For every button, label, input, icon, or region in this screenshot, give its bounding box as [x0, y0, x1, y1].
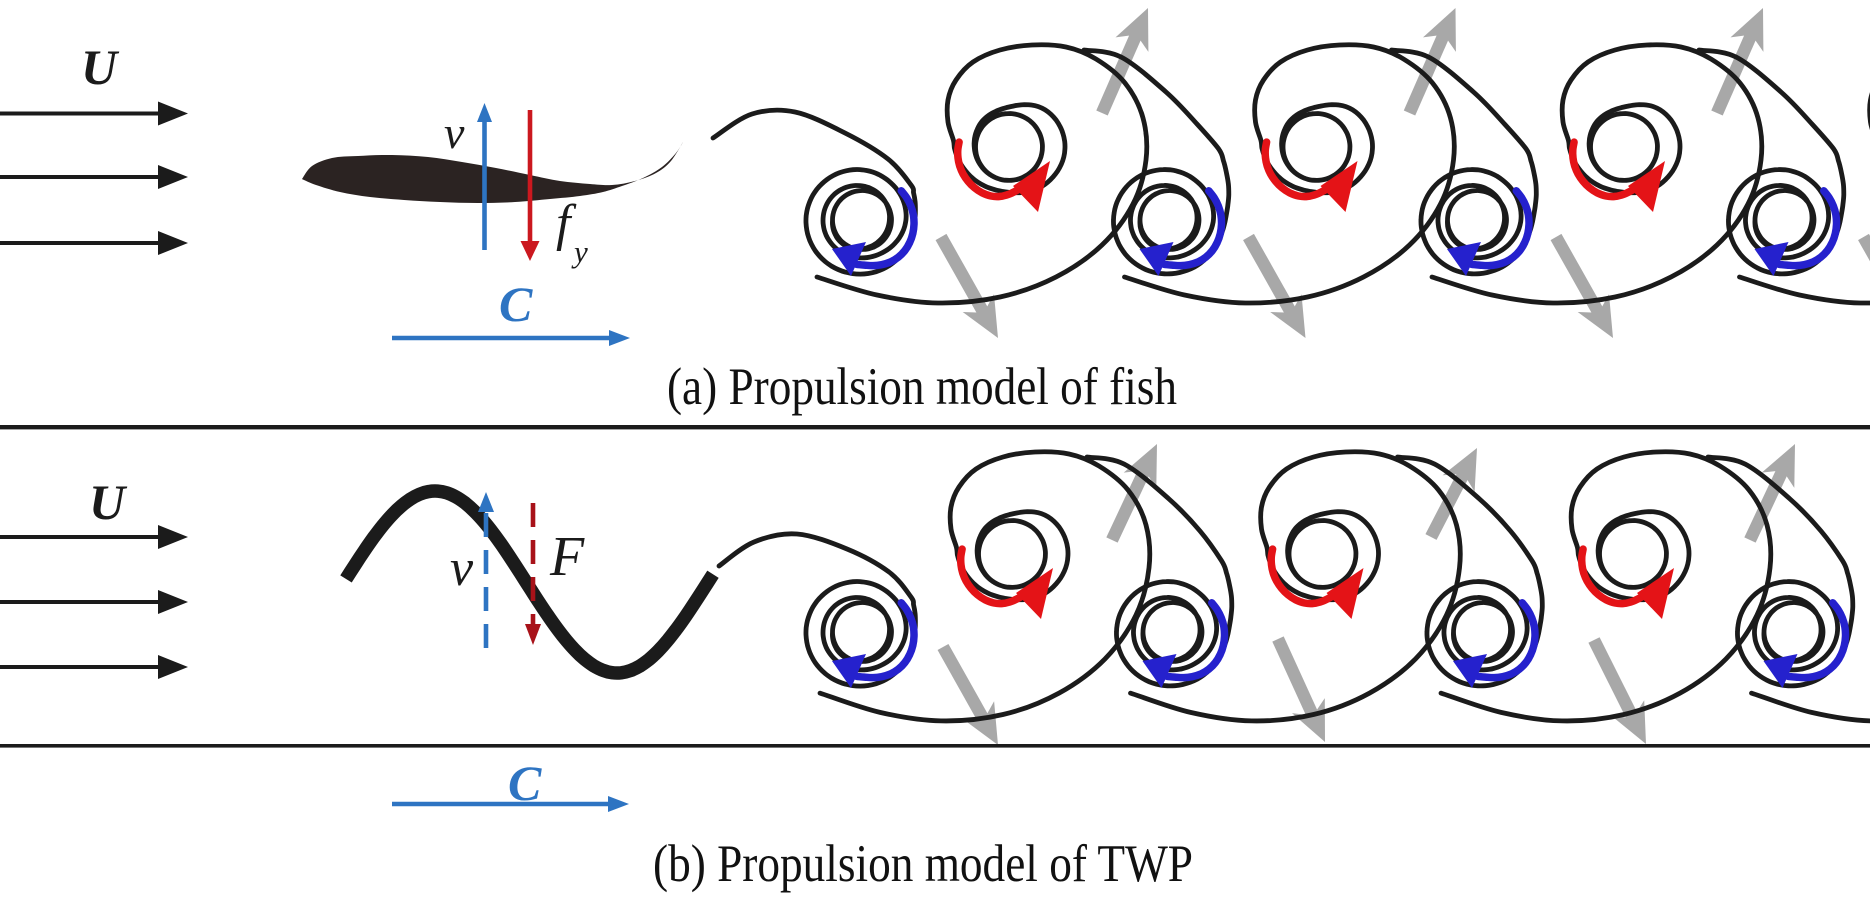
svg-text:U: U — [81, 39, 120, 95]
svg-text:(b) Propulsion model of TWP: (b) Propulsion model of TWP — [653, 835, 1193, 893]
svg-text:y: y — [571, 234, 588, 269]
svg-text:v: v — [444, 107, 465, 158]
svg-text:(a) Propulsion model of fish: (a) Propulsion model of fish — [667, 358, 1177, 416]
svg-text:v: v — [450, 540, 474, 597]
svg-text:U: U — [89, 474, 128, 530]
svg-text:C: C — [499, 276, 533, 332]
svg-text:F: F — [549, 526, 585, 588]
